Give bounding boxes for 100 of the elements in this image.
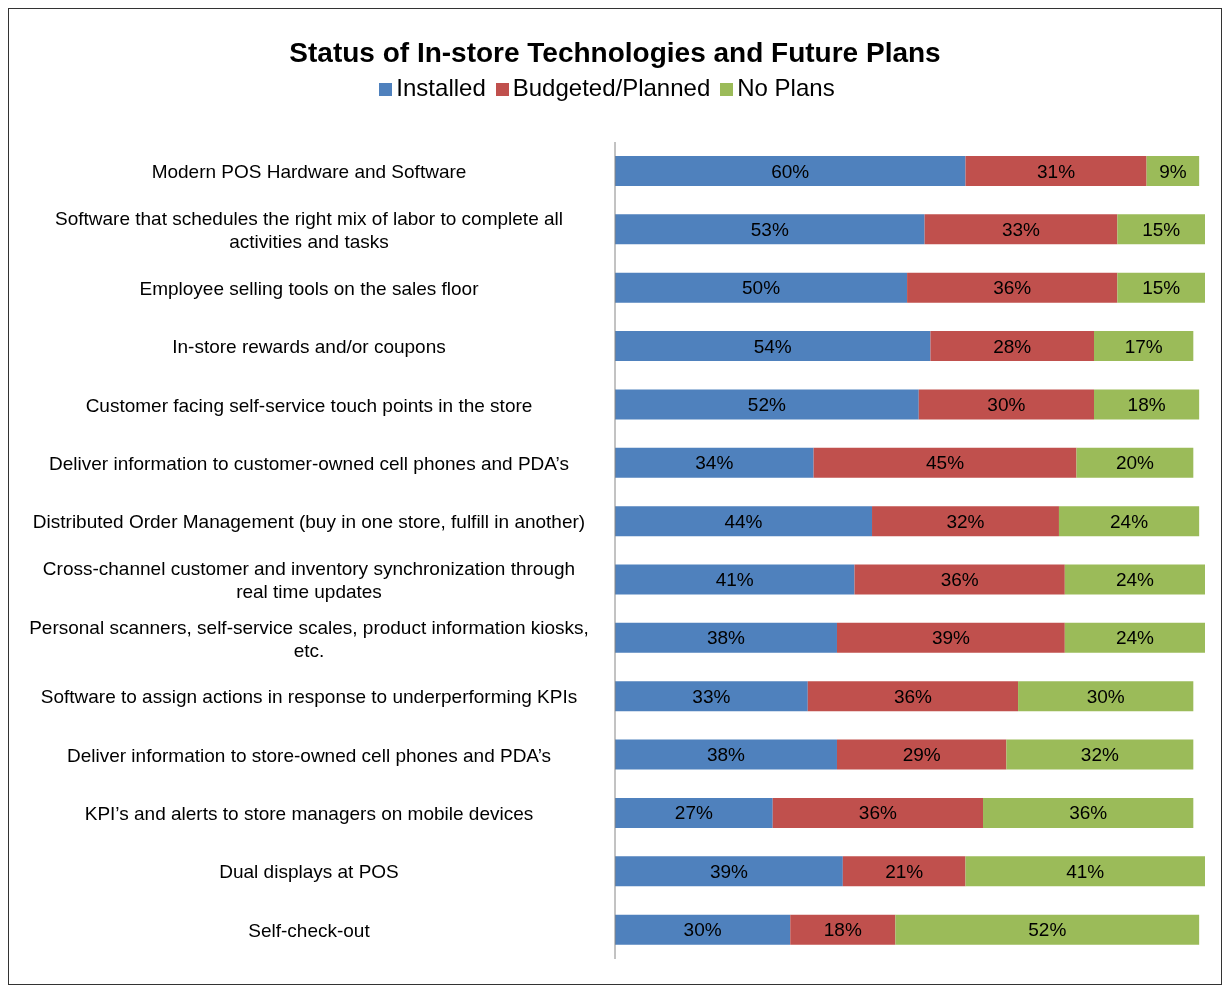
data-label: 44%: [724, 510, 763, 532]
data-label: 32%: [946, 510, 985, 532]
data-label: 50%: [742, 277, 781, 299]
data-label: 38%: [706, 627, 746, 649]
data-label: 32%: [1080, 744, 1119, 766]
data-label: 28%: [993, 335, 1032, 357]
data-label: 54%: [753, 335, 792, 357]
y-tick-label: Deliver information to customer-owned cell phones and PDA’s: [49, 452, 569, 474]
data-label: 18%: [823, 919, 862, 941]
bar: [807, 681, 1019, 712]
bar: [615, 681, 808, 712]
y-tick-label: Dual displays at POS: [219, 860, 399, 882]
data-label: 36%: [893, 685, 933, 707]
bar: [615, 797, 773, 828]
y-tick-label: Deliver information to store-owned cell phones and PDA’s: [66, 744, 552, 766]
bar: [615, 739, 837, 770]
legend-label: Installed: [396, 74, 486, 101]
bar: [965, 156, 1147, 186]
data-label: 39%: [931, 627, 971, 649]
data-label: 27%: [674, 802, 713, 824]
legend-label: No Plans: [737, 74, 835, 101]
data-label: 9%: [1159, 160, 1187, 182]
data-label: 41%: [715, 569, 754, 590]
bar: [1117, 214, 1205, 245]
bar: [1064, 564, 1205, 595]
bar: [1076, 447, 1194, 478]
bar: [1058, 506, 1200, 537]
chart-title: Status of In-store Technologies and Future Plans: [288, 36, 942, 69]
y-tick-label: Software that schedules the right mix of labor to complete all activities and tasks: [55, 207, 563, 252]
data-label: 39%: [709, 860, 749, 882]
bar: [836, 739, 1007, 770]
y-tick-label: Modern POS Hardware and Software: [151, 160, 467, 182]
bar: [854, 564, 1065, 595]
bar: [615, 506, 873, 537]
data-label: 15%: [1142, 277, 1181, 299]
data-label: 18%: [1127, 393, 1166, 415]
bar: [813, 447, 1077, 478]
bar: [965, 856, 1205, 887]
y-tick-label: KPI’s and alerts to store managers on mobile devices: [84, 802, 534, 824]
data-label: 33%: [692, 685, 731, 707]
y-tick-label: Cross-channel customer and inventory synchronization through real time updates: [42, 557, 576, 602]
bar: [836, 622, 1065, 653]
bar: [1018, 681, 1194, 712]
bar: [615, 156, 966, 186]
bar: [842, 856, 966, 887]
y-tick-label: Personal scanners, self-service scales, product information kiosks, etc.: [29, 616, 589, 661]
bar: [1117, 272, 1205, 303]
y-tick-label: Customer facing self-service touch points in the store: [85, 394, 533, 416]
y-tick-label: Software to assign actions in response to underperforming KPIs: [40, 685, 578, 707]
data-label: 24%: [1115, 569, 1155, 590]
bar: [615, 564, 855, 595]
bar: [1064, 622, 1205, 653]
data-label: 41%: [1066, 860, 1105, 882]
data-label: 36%: [1069, 802, 1108, 824]
bar: [983, 797, 1194, 828]
data-label: 24%: [1115, 627, 1155, 649]
data-label: 17%: [1124, 335, 1163, 357]
data-label: 52%: [1028, 919, 1067, 941]
bar: [615, 272, 908, 303]
bar: [1006, 739, 1194, 770]
data-label: 15%: [1142, 218, 1181, 240]
bar: [772, 797, 984, 828]
bar: [615, 622, 837, 653]
bar: [1094, 389, 1200, 420]
data-label: 30%: [683, 919, 722, 941]
data-label: 21%: [885, 860, 924, 882]
data-label: 24%: [1110, 510, 1149, 532]
y-tick-label: In-store rewards and/or coupons: [172, 335, 446, 357]
y-tick-label: Employee selling tools on the sales floor: [139, 277, 480, 299]
bar: [1094, 331, 1194, 362]
bar: [872, 506, 1059, 537]
bar: [615, 389, 919, 420]
bar: [790, 914, 896, 945]
data-label: 31%: [1037, 160, 1076, 182]
bar: [615, 914, 791, 945]
bar: [615, 331, 931, 362]
bar: [907, 272, 1118, 303]
bar: [924, 214, 1118, 245]
data-label: 38%: [706, 744, 746, 766]
data-label: 20%: [1115, 452, 1155, 474]
data-label: 30%: [1086, 685, 1125, 707]
y-tick-label: Distributed Order Management (buy in one store, fulfill in another): [32, 510, 586, 532]
y-tick-label: Self-check-out: [248, 919, 371, 941]
data-label: 36%: [940, 569, 979, 590]
data-label: 30%: [987, 393, 1026, 415]
bar: [615, 214, 925, 245]
data-label: 52%: [747, 393, 786, 415]
data-label: 36%: [858, 802, 897, 824]
bar: [895, 914, 1200, 945]
bar: [918, 389, 1095, 420]
data-label: 36%: [993, 277, 1032, 299]
data-label: 53%: [750, 218, 789, 240]
data-label: 45%: [926, 452, 965, 474]
data-label: 33%: [1001, 218, 1041, 240]
bar: [615, 856, 843, 887]
bar: [930, 331, 1095, 362]
data-label: 34%: [695, 452, 734, 474]
data-label: 60%: [771, 160, 810, 182]
legend-label: Budgeted/Planned: [512, 74, 711, 101]
bar: [615, 447, 814, 478]
